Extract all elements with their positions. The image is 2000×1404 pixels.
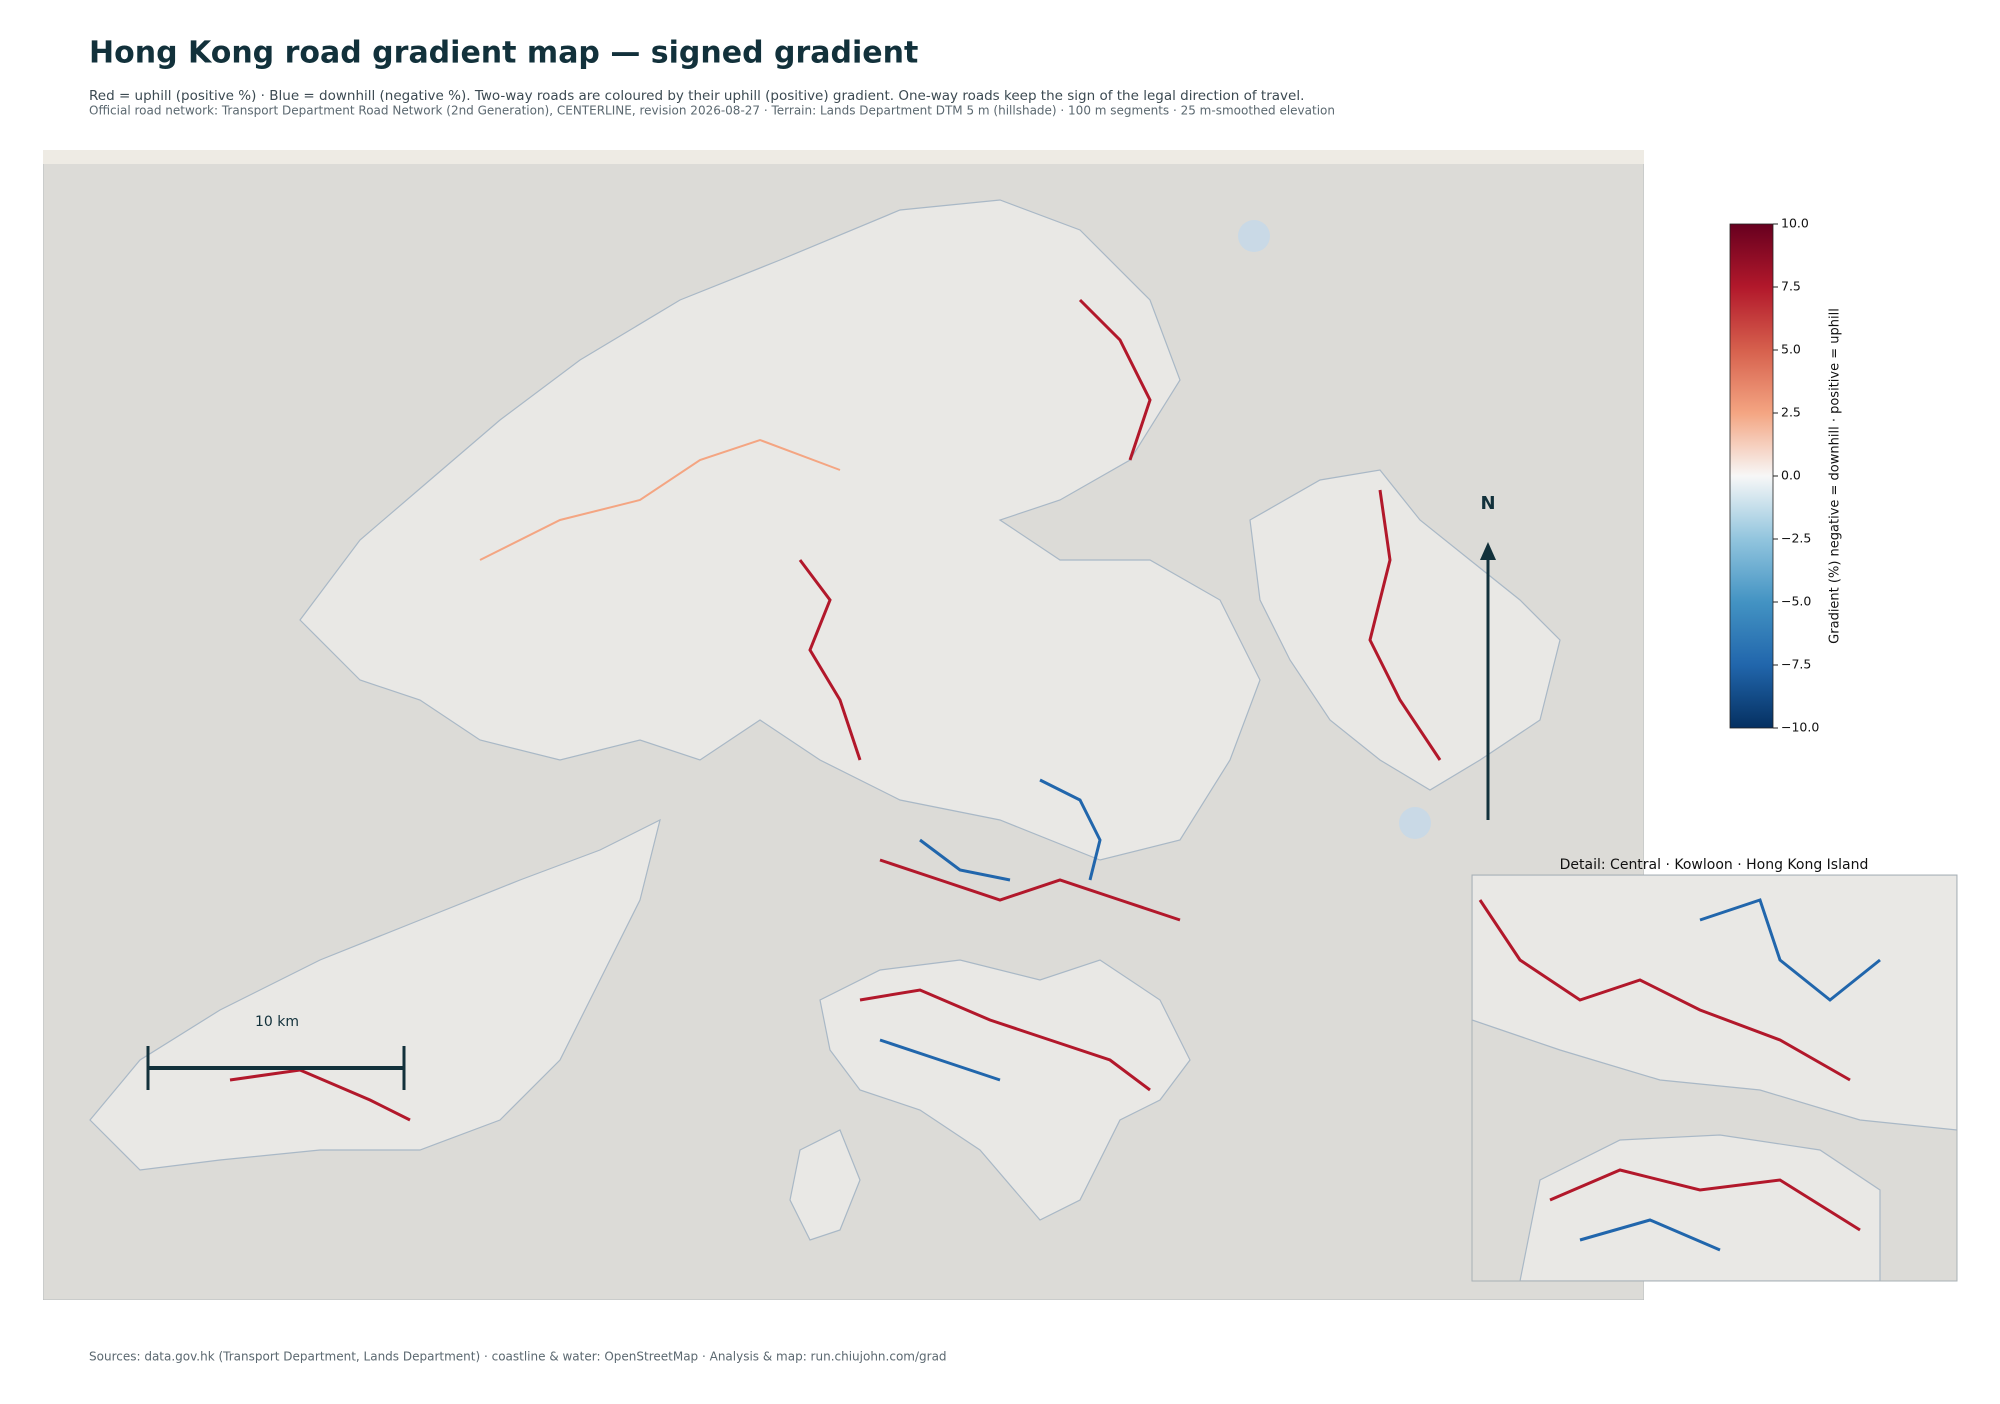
- scale-label: 10 km: [255, 1014, 299, 1030]
- colorbar-tick-label: 0.0: [1781, 468, 1801, 483]
- colorbar-tick-label: −2.5: [1781, 531, 1811, 546]
- footer: Sources: data.gov.hk (Transport Departme…: [89, 1350, 947, 1364]
- title: Hong Kong road gradient map — signed gra…: [89, 36, 918, 71]
- north-label: N: [1480, 493, 1495, 514]
- colorbar-tick-label: 7.5: [1781, 279, 1801, 294]
- road: [1478, 899, 1851, 1082]
- north-arrow-head: [1480, 542, 1496, 560]
- inset-land: [1472, 875, 1957, 1131]
- inset-land: [1519, 1134, 1881, 1281]
- land-lamma: [789, 1129, 861, 1241]
- road: [879, 858, 1181, 922]
- map-band: [43, 150, 1644, 164]
- road: [1368, 489, 1442, 761]
- land-new-territories: [299, 199, 1261, 861]
- reservoir: [1238, 220, 1270, 252]
- road: [879, 1038, 1001, 1082]
- colorbar-tick-label: 2.5: [1781, 405, 1801, 420]
- road: [229, 1068, 411, 1122]
- road: [1078, 298, 1152, 461]
- colorbar-tick-label: −10.0: [1781, 720, 1819, 735]
- land-hk-island: [819, 959, 1191, 1221]
- reservoir: [1399, 807, 1431, 839]
- road: [1699, 898, 1881, 1002]
- road: [798, 559, 862, 761]
- colorbar-tick-label: −7.5: [1781, 657, 1811, 672]
- subtitle: Red = uphill (positive %) · Blue = downh…: [89, 88, 1304, 104]
- road: [1549, 1168, 1861, 1232]
- land-lantau: [89, 818, 661, 1171]
- colorbar-label: Gradient (%) negative = downhill · posit…: [1828, 308, 1843, 644]
- road: [1579, 1218, 1721, 1252]
- road: [1039, 778, 1102, 881]
- inset-title: Detail: Central · Kowloon · Hong Kong Is…: [1560, 857, 1869, 873]
- inset-map: Detail: Central · Kowloon · Hong Kong Is…: [1471, 857, 1958, 1282]
- scale-bar: 10 km: [146, 1014, 406, 1090]
- colorbar-tick-label: 5.0: [1781, 342, 1801, 357]
- inset-frame: [1471, 874, 1958, 1282]
- road: [919, 838, 1011, 882]
- source-note: Official road network: Transport Departm…: [89, 104, 1335, 118]
- main-map: [43, 150, 1644, 1300]
- colorbar-ramp: [1729, 223, 1774, 729]
- colorbar-tick-label: 10.0: [1781, 216, 1809, 231]
- colorbar-tick-label: −5.0: [1781, 594, 1811, 609]
- north-arrow: N: [1480, 493, 1496, 820]
- road: [859, 988, 1151, 1092]
- land-sai-kung: [1249, 469, 1561, 791]
- colorbar: Gradient (%) negative = downhill · posit…: [1729, 216, 1843, 735]
- road: [479, 438, 841, 561]
